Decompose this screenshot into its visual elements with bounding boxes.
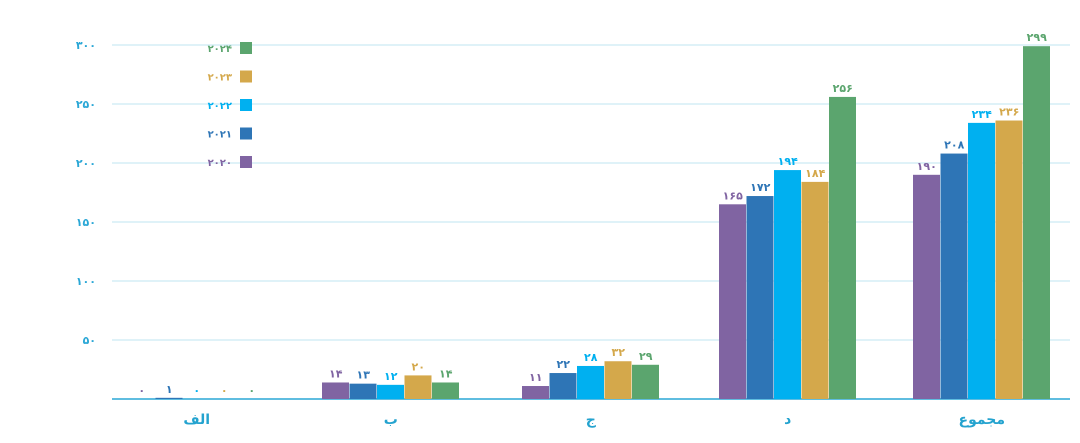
x-category-label: مجموع	[959, 412, 1005, 428]
data-label: ۱۹۰	[917, 160, 937, 173]
bar	[913, 174, 940, 399]
y-tick-label: ۱۰۰	[76, 275, 96, 288]
bar	[746, 196, 774, 399]
data-label: ۲۲	[557, 358, 571, 371]
bar	[522, 386, 549, 399]
data-label: ۱۸۴	[805, 167, 825, 180]
y-tick-label: ۲۵۰	[76, 98, 96, 111]
bar	[829, 96, 856, 400]
data-label: ۱	[166, 383, 173, 396]
data-label: ۲۰	[412, 360, 425, 373]
bar	[632, 364, 659, 399]
x-category-label: ج	[586, 412, 597, 428]
bar	[774, 170, 801, 399]
legend-label: ۲۰۲۱	[208, 130, 232, 141]
data-label: ۱۴	[329, 367, 343, 380]
legend-swatch	[240, 156, 252, 168]
legend-label: ۲۰۲۲	[208, 101, 232, 112]
data-label: ۳۲	[612, 346, 626, 359]
data-label: ۱۱	[529, 371, 542, 384]
data-label: ۲۹	[639, 350, 653, 363]
data-label: ۲۵۶	[833, 82, 853, 95]
data-label: ۲۳۶	[999, 106, 1019, 119]
x-category-label: د	[784, 412, 791, 428]
data-label: ۰	[138, 384, 145, 397]
data-label: ۲۸	[584, 351, 598, 364]
bar	[1023, 46, 1050, 400]
y-tick-label: ۲۰۰	[76, 157, 96, 170]
data-label: ۰	[221, 384, 228, 397]
bar	[719, 204, 746, 399]
bar	[995, 120, 1023, 400]
legend-swatch	[240, 127, 252, 140]
data-label: ۲۳۴	[972, 108, 992, 121]
bar	[322, 382, 349, 399]
data-label: ۱۷۲	[750, 181, 770, 194]
data-label: ۲۹۹	[1027, 31, 1047, 44]
data-label: ۱۳	[357, 369, 371, 382]
bar	[549, 373, 577, 399]
bar	[404, 375, 432, 399]
bar	[349, 383, 377, 399]
bar	[377, 384, 404, 399]
data-label: ۱۲	[384, 370, 398, 383]
data-label: ۱۴	[439, 367, 453, 380]
x-category-label: ب	[384, 412, 398, 428]
legend-label: ۲۰۲۳	[208, 73, 232, 84]
bar	[155, 397, 183, 399]
bar	[604, 361, 632, 399]
y-tick-label: ۳۰۰	[76, 39, 96, 52]
x-category-label: الف	[183, 412, 210, 428]
bar	[432, 382, 459, 399]
data-label: ۰	[248, 384, 255, 397]
data-label: ۱۹۴	[778, 155, 798, 168]
bar	[801, 181, 829, 399]
legend-swatch	[240, 70, 252, 83]
data-label: ۰	[193, 384, 200, 397]
bar	[940, 153, 968, 399]
legend-swatch	[240, 42, 252, 54]
legend-label: ۲۰۲۰	[208, 158, 232, 169]
data-label: ۱۶۵	[723, 189, 743, 202]
y-tick-label: ۱۵۰	[76, 216, 96, 229]
bar	[968, 122, 995, 399]
bar	[577, 365, 604, 399]
y-tick-label: ۵۰	[83, 334, 96, 347]
legend-label: ۲۰۲۴	[208, 44, 232, 55]
data-label: ۲۰۸	[944, 139, 964, 152]
legend-swatch	[240, 99, 252, 111]
